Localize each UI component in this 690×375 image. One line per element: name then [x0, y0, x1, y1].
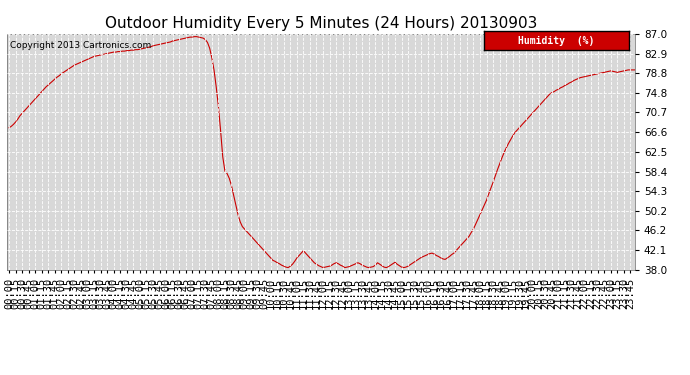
- Text: Copyright 2013 Cartronics.com: Copyright 2013 Cartronics.com: [10, 41, 151, 50]
- Title: Outdoor Humidity Every 5 Minutes (24 Hours) 20130903: Outdoor Humidity Every 5 Minutes (24 Hou…: [105, 16, 537, 31]
